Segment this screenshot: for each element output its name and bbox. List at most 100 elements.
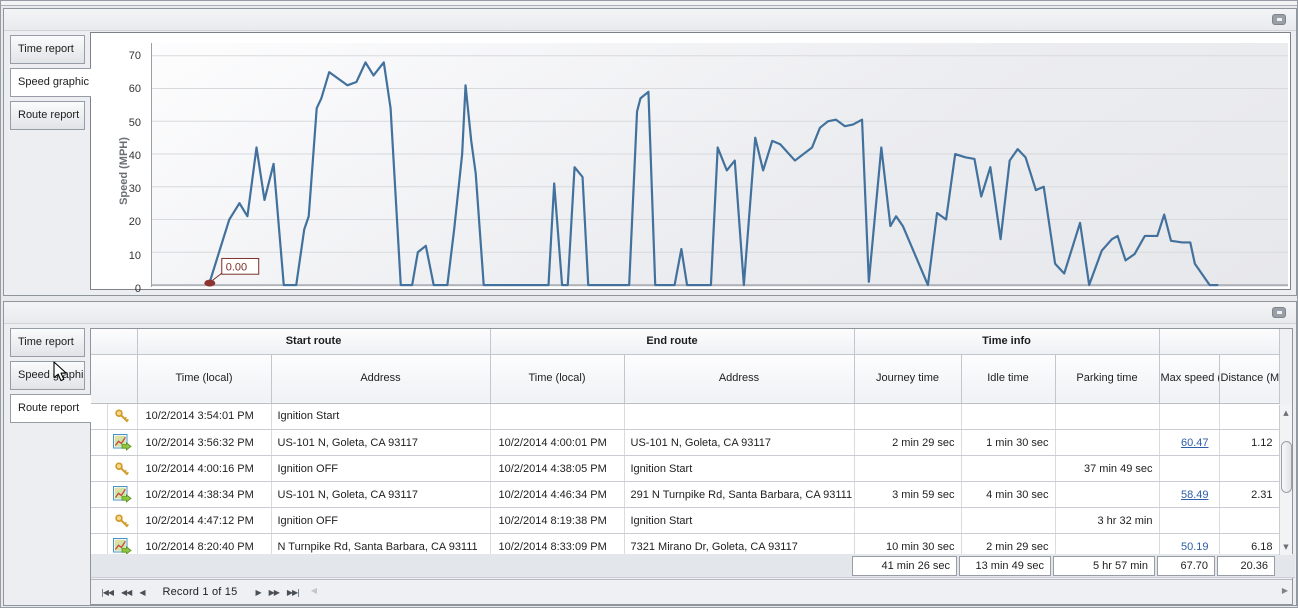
cell-end-time [490, 403, 625, 430]
speed-chart: 0.00 [152, 55, 1288, 287]
cell-start-address: US-101 N, Goleta, CA 93117 [271, 429, 491, 456]
cell-idle-time: 1 min 30 sec [961, 429, 1056, 456]
table-row[interactable]: 10/2/2014 3:54:01 PM Ignition Start [91, 403, 1279, 430]
column-header-idle-time[interactable]: Idle time [961, 354, 1056, 404]
panel-body: Time report Speed graphic Route report Sta… [4, 324, 1296, 605]
cell-journey-time: 10 min 30 sec [854, 533, 962, 554]
cell-end-time: 10/2/2014 4:46:34 PM [490, 481, 625, 508]
column-header-parking-time[interactable]: Parking time [1055, 354, 1160, 404]
cell-max-speed [1159, 403, 1220, 430]
row-icon-cell [107, 455, 138, 482]
cell-start-time: 10/2/2014 8:20:40 PM [137, 533, 272, 554]
tab-time-report[interactable]: Time report [10, 328, 85, 357]
max-speed-link[interactable]: 60.47 [1180, 436, 1209, 449]
pager-next-page-button[interactable]: ▶▶ [268, 587, 280, 597]
cell-parking-time: 3 hr 32 min [1055, 507, 1160, 534]
summary-distance: 20.36 [1217, 555, 1275, 576]
column-header-max-speed[interactable]: Max speed (MPH) [1159, 354, 1220, 404]
cell-parking-time [1055, 533, 1160, 554]
panel-header [4, 9, 1296, 31]
cell-journey-time: 2 min 29 sec [854, 429, 962, 456]
column-header-end-address[interactable]: Address [624, 354, 855, 404]
tab-time-report[interactable]: Time report [10, 35, 85, 64]
vertical-scrollbar[interactable]: ▲ ▼ [1279, 405, 1292, 555]
pager-prev-button[interactable]: ◀ [139, 587, 145, 597]
report-tabs: Time report Speed graphic Route report [4, 31, 91, 295]
cell-distance: 1.12 [1219, 429, 1279, 456]
summary-idle-time: 13 min 49 sec [959, 555, 1051, 576]
report-tabs: Time report Speed graphic Route report [4, 324, 91, 605]
tab-speed-graphic[interactable]: Speed graphic [10, 68, 91, 97]
ignition-key-icon [114, 409, 129, 423]
cell-idle-time [961, 507, 1056, 534]
grid-pager: |◀◀ ◀◀ ◀ Record 1 of 15 ▶ ▶▶ ▶▶| ◀ ▶ [91, 579, 1292, 604]
pager-next-button[interactable]: ▶ [255, 587, 261, 597]
group-header-time-info[interactable]: Time info [854, 329, 1160, 355]
tab-route-report[interactable]: Route report [10, 101, 85, 130]
scroll-up-icon[interactable]: ▲ [1283, 409, 1289, 417]
column-header-empty [91, 354, 138, 404]
max-speed-link[interactable]: 50.19 [1180, 540, 1209, 553]
table-row[interactable]: 10/2/2014 4:47:12 PM Ignition OFF 10/2/201… [91, 507, 1279, 534]
pager-first-button[interactable]: |◀◀ [101, 587, 114, 597]
column-header-end-time[interactable]: Time (local) [490, 354, 625, 404]
cell-journey-time: 3 min 59 sec [854, 481, 962, 508]
table-row[interactable]: 10/2/2014 4:38:34 PM US-101 N, Goleta, CA… [91, 481, 1279, 508]
cell-parking-time [1055, 403, 1160, 430]
cell-start-time: 10/2/2014 4:47:12 PM [137, 507, 272, 534]
table-row[interactable]: 10/2/2014 8:20:40 PM N Turnpike Rd, Santa… [91, 533, 1279, 554]
horizontal-scrollbar[interactable]: ◀ ▶ [308, 583, 1290, 601]
row-indicator [91, 403, 108, 430]
cell-max-speed: 50.19 [1159, 533, 1220, 554]
table-row[interactable]: 10/2/2014 4:00:16 PM Ignition OFF 10/2/201… [91, 455, 1279, 482]
mouse-cursor [53, 361, 67, 382]
group-header-empty [91, 329, 138, 355]
scrollbar-thumb[interactable] [1281, 441, 1292, 493]
summary-spacer [91, 554, 852, 577]
grid-header: Start route End route Time info Time (lo… [91, 329, 1280, 404]
route-report-grid: Start route End route Time info Time (lo… [90, 328, 1295, 605]
max-speed-link[interactable]: 58.49 [1180, 488, 1209, 501]
cell-start-time: 10/2/2014 4:38:34 PM [137, 481, 272, 508]
scroll-left-icon[interactable]: ◀ [310, 585, 318, 595]
cell-distance [1219, 455, 1279, 482]
column-header-journey-time[interactable]: Journey time [854, 354, 962, 404]
ignition-key-icon [114, 513, 129, 527]
y-tick-label: 40 [128, 149, 141, 162]
y-tick-label: 30 [128, 183, 141, 196]
group-header-end-route[interactable]: End route [490, 329, 855, 355]
column-header-distance[interactable]: Distance (Miles) [1219, 354, 1280, 404]
collapse-icon [1277, 18, 1282, 21]
column-header-start-time[interactable]: Time (local) [137, 354, 272, 404]
cell-distance: 6.18 [1219, 533, 1279, 554]
group-header-start-route[interactable]: Start route [137, 329, 491, 355]
pager-prev-page-button[interactable]: ◀◀ [121, 587, 132, 597]
speed-annotation-box [221, 257, 260, 275]
tab-route-report[interactable]: Route report [10, 394, 91, 423]
speed-graphic-panel: Time report Speed graphic Route report Spe… [3, 8, 1297, 296]
cell-distance [1219, 507, 1279, 534]
collapse-panel-button[interactable] [1272, 307, 1286, 318]
column-header-start-address[interactable]: Address [271, 354, 491, 404]
y-tick-label: 50 [128, 116, 141, 129]
cell-end-time: 10/2/2014 8:33:09 PM [490, 533, 625, 554]
cell-idle-time: 2 min 29 sec [961, 533, 1056, 554]
panel-body: Time report Speed graphic Route report Spe… [4, 31, 1296, 295]
scroll-down-icon[interactable]: ▼ [1283, 543, 1289, 551]
y-tick-label: 60 [128, 83, 141, 96]
y-axis-title: Speed (MPH) [118, 137, 130, 205]
cell-parking-time [1055, 481, 1160, 508]
cell-max-speed: 58.49 [1159, 481, 1220, 508]
cell-max-speed: 60.47 [1159, 429, 1220, 456]
collapse-panel-button[interactable] [1272, 14, 1286, 25]
row-indicator [91, 481, 108, 508]
cell-end-address: Ignition Start [624, 455, 855, 482]
pager-last-button[interactable]: ▶▶| [286, 587, 300, 597]
scroll-right-icon[interactable]: ▶ [1281, 585, 1288, 595]
tab-speed-graphic[interactable]: Speed graphic [10, 361, 85, 390]
row-icon-cell [107, 403, 138, 430]
table-row[interactable]: 10/2/2014 3:56:32 PM US-101 N, Goleta, CA… [91, 429, 1279, 456]
row-icon-cell [107, 533, 138, 554]
cell-start-time: 10/2/2014 3:54:01 PM [137, 403, 272, 430]
